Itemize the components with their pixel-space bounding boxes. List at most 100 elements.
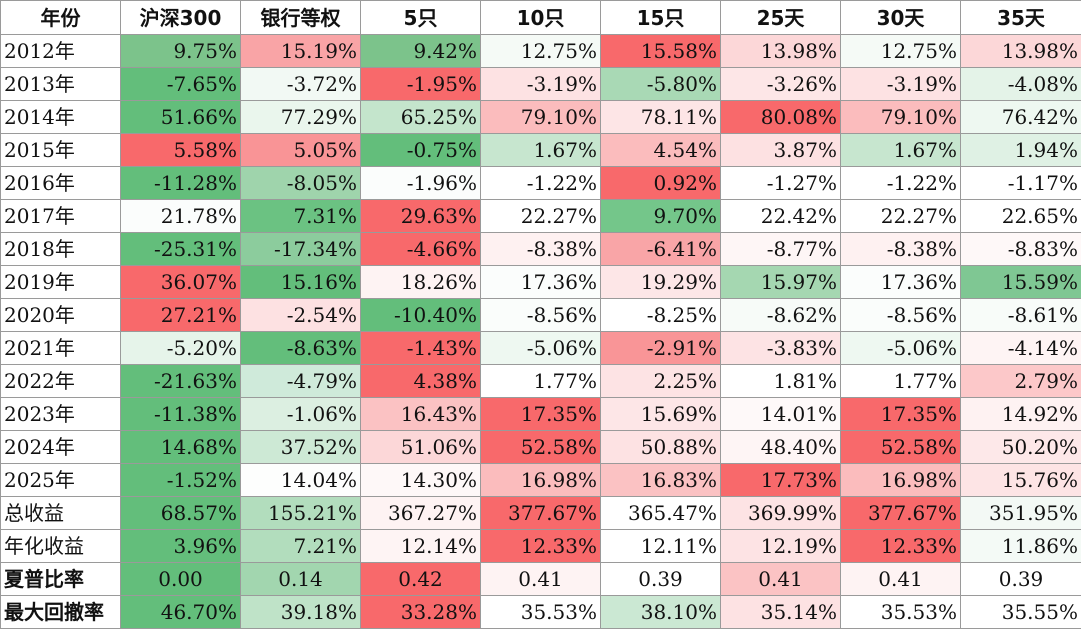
value-cell: 351.95% [961, 497, 1081, 530]
value-cell: 18.26% [361, 266, 481, 299]
value-cell: 14.68% [121, 431, 241, 464]
value-cell: -1.06% [241, 398, 361, 431]
value-cell: 22.27% [841, 200, 961, 233]
value-cell: 78.11% [601, 101, 721, 134]
row-label: 最大回撤率 [1, 596, 121, 629]
value-cell: 27.21% [121, 299, 241, 332]
value-cell: 0.41 [481, 563, 601, 596]
value-cell: 7.21% [241, 530, 361, 563]
value-cell: -8.63% [241, 332, 361, 365]
value-cell: 51.06% [361, 431, 481, 464]
value-cell: 36.07% [121, 266, 241, 299]
value-cell: 365.47% [601, 497, 721, 530]
value-cell: 22.42% [721, 200, 841, 233]
value-cell: -7.65% [121, 68, 241, 101]
value-cell: 52.58% [481, 431, 601, 464]
row-label: 年化收益 [1, 530, 121, 563]
value-cell: 377.67% [481, 497, 601, 530]
value-cell: 14.92% [961, 398, 1081, 431]
value-cell: 16.98% [841, 464, 961, 497]
value-cell: 5.05% [241, 134, 361, 167]
value-cell: -1.17% [961, 167, 1081, 200]
value-cell: -5.20% [121, 332, 241, 365]
value-cell: 14.01% [721, 398, 841, 431]
value-cell: 14.30% [361, 464, 481, 497]
value-cell: 0.42 [361, 563, 481, 596]
value-cell: 33.28% [361, 596, 481, 629]
row-label: 2012年 [1, 35, 121, 68]
value-cell: 0.14 [241, 563, 361, 596]
value-cell: -8.56% [481, 299, 601, 332]
value-cell: 12.75% [841, 35, 961, 68]
value-cell: -3.19% [841, 68, 961, 101]
value-cell: -1.95% [361, 68, 481, 101]
value-cell: 15.59% [961, 266, 1081, 299]
value-cell: 80.08% [721, 101, 841, 134]
value-cell: 19.29% [601, 266, 721, 299]
value-cell: 35.53% [841, 596, 961, 629]
value-cell: 1.77% [841, 365, 961, 398]
header-cell: 30天 [841, 1, 961, 35]
value-cell: 15.76% [961, 464, 1081, 497]
row-label: 2013年 [1, 68, 121, 101]
value-cell: 17.36% [481, 266, 601, 299]
value-cell: 38.10% [601, 596, 721, 629]
value-cell: -3.26% [721, 68, 841, 101]
value-cell: 0.39 [601, 563, 721, 596]
value-cell: 0.92% [601, 167, 721, 200]
row-label: 2022年 [1, 365, 121, 398]
value-cell: -1.52% [121, 464, 241, 497]
value-cell: -1.22% [481, 167, 601, 200]
value-cell: 9.42% [361, 35, 481, 68]
value-cell: 1.67% [841, 134, 961, 167]
value-cell: 3.96% [121, 530, 241, 563]
value-cell: 1.94% [961, 134, 1081, 167]
value-cell: -8.25% [601, 299, 721, 332]
value-cell: 14.04% [241, 464, 361, 497]
value-cell: 52.58% [841, 431, 961, 464]
value-cell: -8.62% [721, 299, 841, 332]
header-cell: 25天 [721, 1, 841, 35]
header-cell: 银行等权 [241, 1, 361, 35]
value-cell: -1.27% [721, 167, 841, 200]
value-cell: 35.14% [721, 596, 841, 629]
row-label: 2015年 [1, 134, 121, 167]
value-cell: 7.31% [241, 200, 361, 233]
value-cell: 1.77% [481, 365, 601, 398]
value-cell: 1.67% [481, 134, 601, 167]
value-cell: -4.66% [361, 233, 481, 266]
row-label: 2025年 [1, 464, 121, 497]
value-cell: -8.56% [841, 299, 961, 332]
value-cell: 17.35% [481, 398, 601, 431]
value-cell: 50.20% [961, 431, 1081, 464]
value-cell: 9.75% [121, 35, 241, 68]
value-cell: -8.38% [481, 233, 601, 266]
value-cell: 79.10% [841, 101, 961, 134]
value-cell: 17.36% [841, 266, 961, 299]
value-cell: 65.25% [361, 101, 481, 134]
value-cell: -25.31% [121, 233, 241, 266]
value-cell: 76.42% [961, 101, 1081, 134]
value-cell: 29.63% [361, 200, 481, 233]
value-cell: 0.41 [841, 563, 961, 596]
value-cell: 12.33% [841, 530, 961, 563]
value-cell: 17.35% [841, 398, 961, 431]
row-label: 2020年 [1, 299, 121, 332]
header-cell: 10只 [481, 1, 601, 35]
value-cell: -1.43% [361, 332, 481, 365]
value-cell: -10.40% [361, 299, 481, 332]
value-cell: 5.58% [121, 134, 241, 167]
value-cell: 0.00 [121, 563, 241, 596]
value-cell: 37.52% [241, 431, 361, 464]
value-cell: 15.58% [601, 35, 721, 68]
value-cell: 11.86% [961, 530, 1081, 563]
table-row: 2022年-21.63%-4.79%4.38%1.77%2.25%1.81%1.… [1, 365, 1081, 398]
value-cell: -2.91% [601, 332, 721, 365]
value-cell: 3.87% [721, 134, 841, 167]
value-cell: -11.38% [121, 398, 241, 431]
